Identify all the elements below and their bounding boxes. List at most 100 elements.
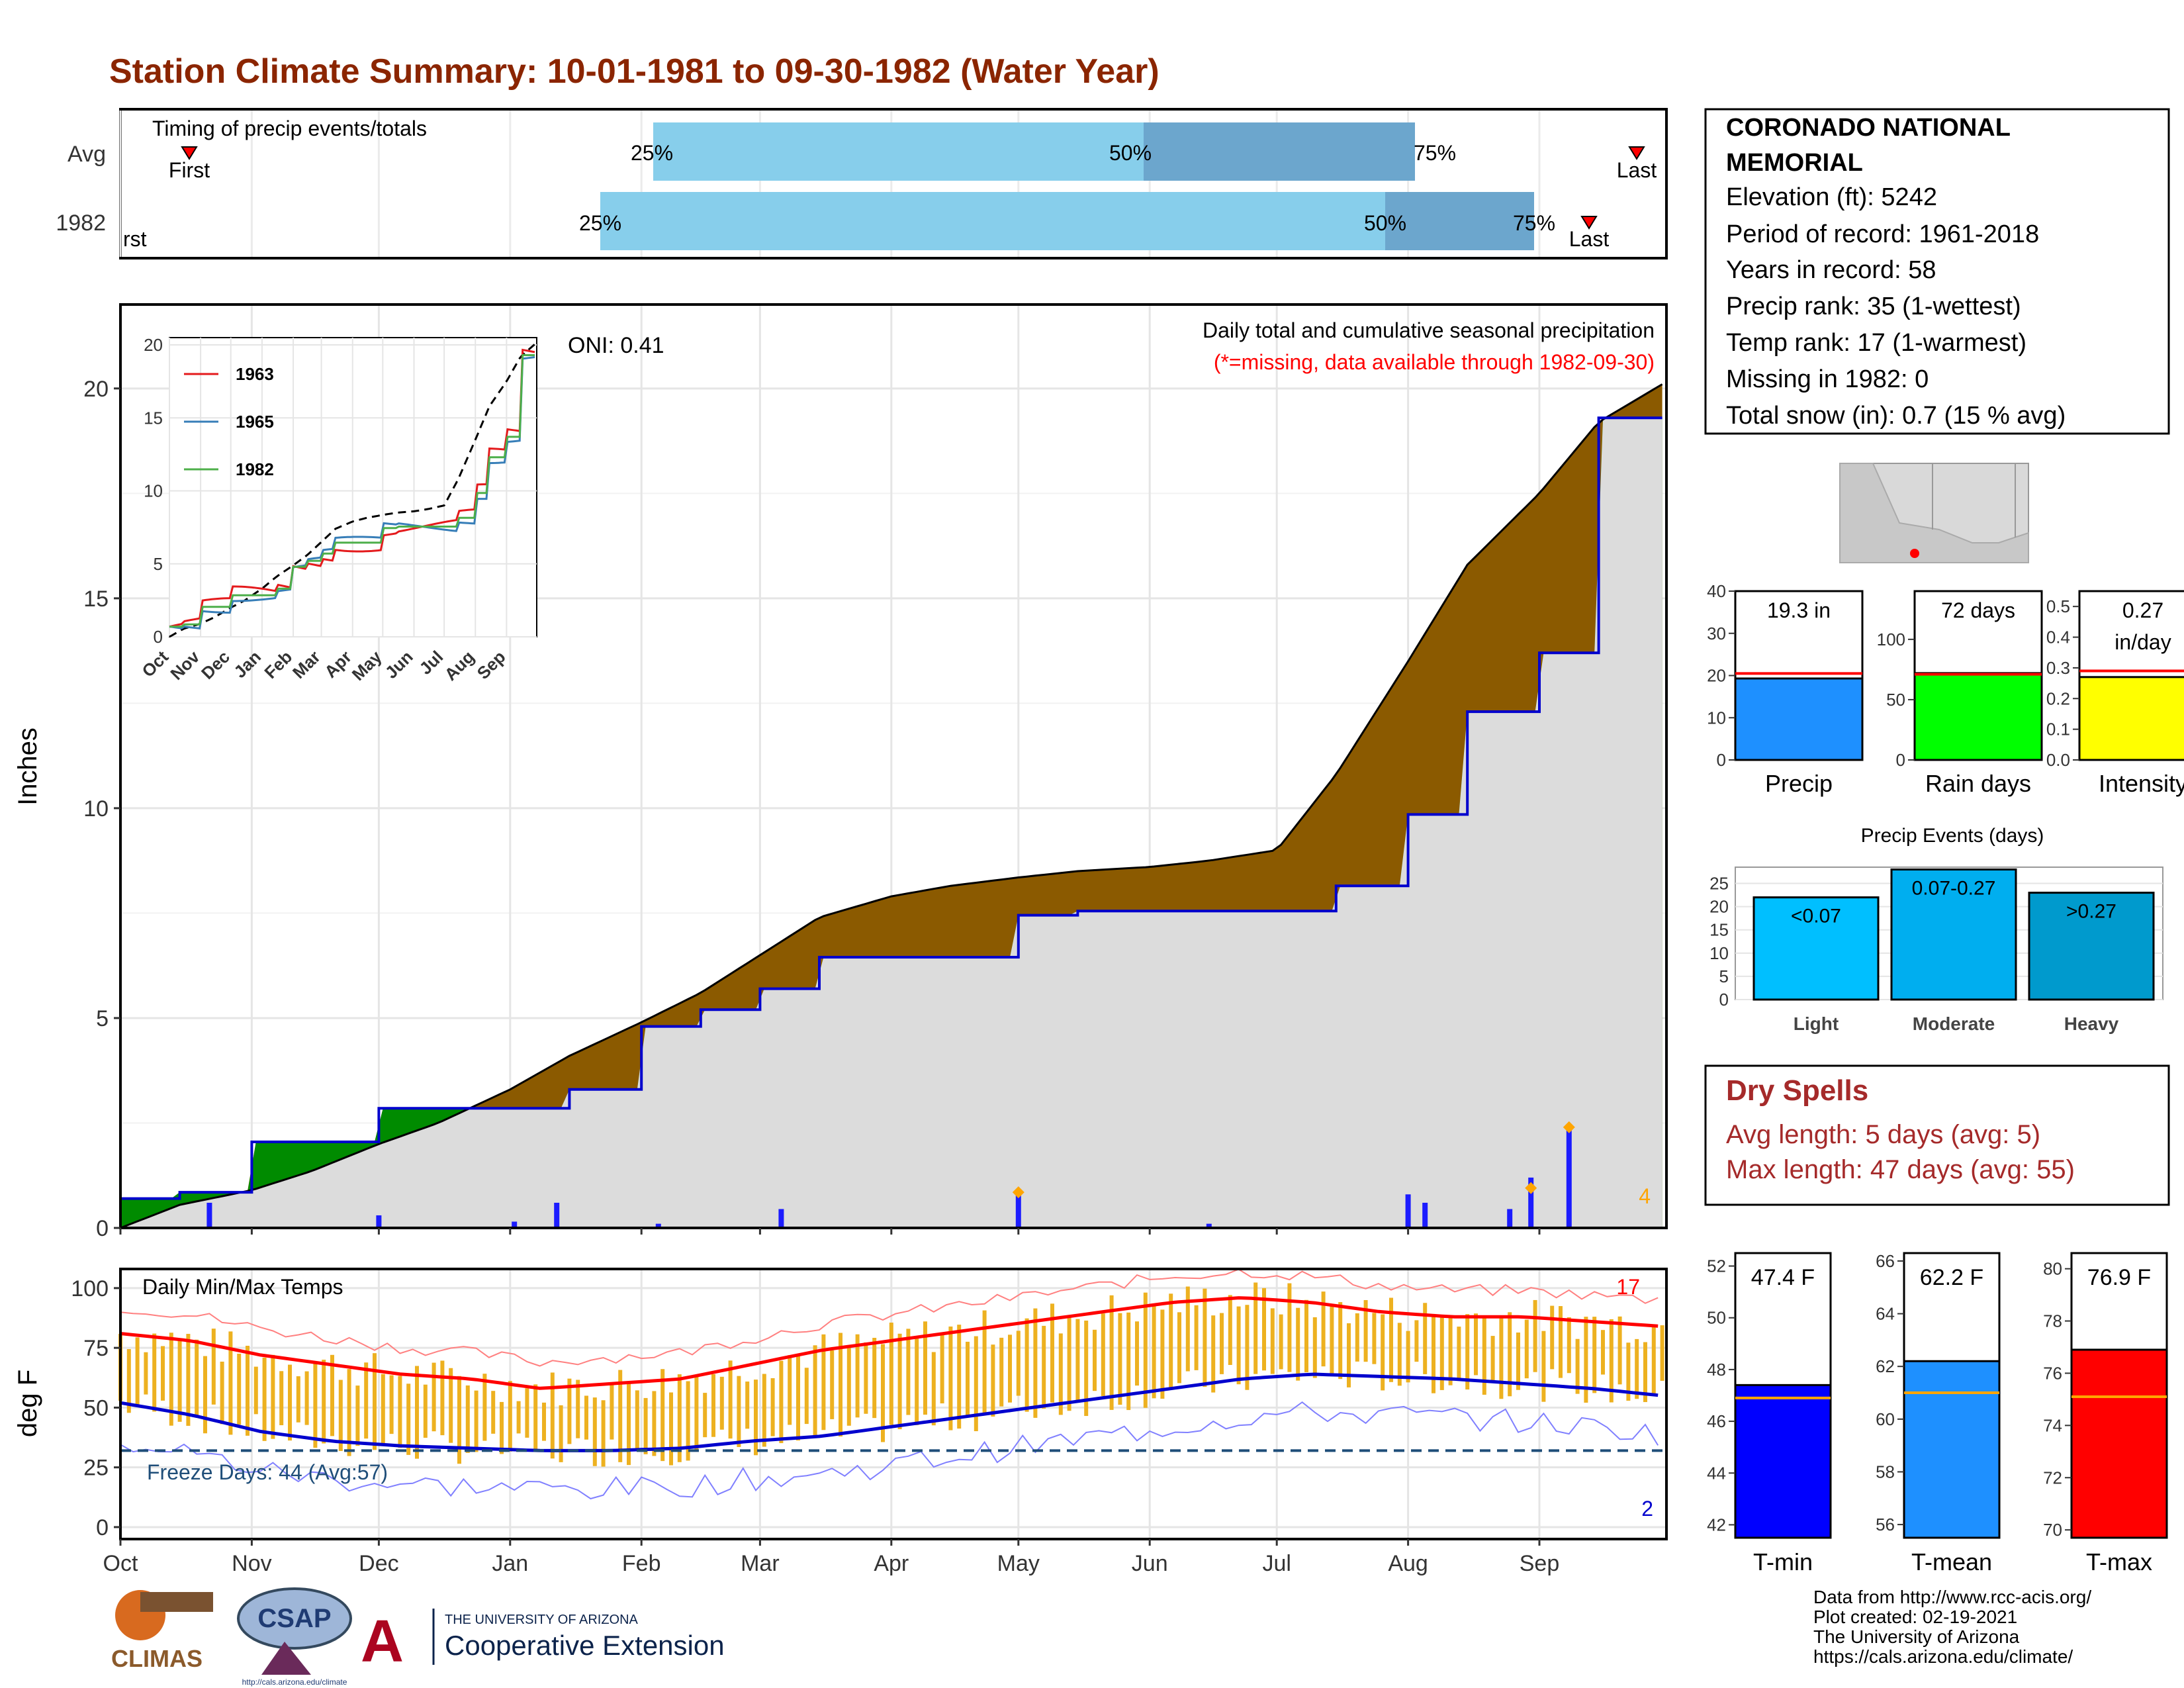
daily-temp-bar [1169,1293,1173,1389]
daily-temp-bar [1524,1319,1529,1379]
temp-summary-label: T-mean [1911,1548,1992,1575]
inset-legend-label: 1982 [236,459,274,479]
daily-temp-bar [940,1335,944,1404]
daily-temp-bar [1439,1317,1444,1390]
events-bar-label: Heavy [2064,1013,2119,1034]
events-bar [1890,868,2017,1001]
inset-legend: 1963 1965 1982 [184,364,274,479]
inset-grid [169,338,537,637]
daily-temp-bar [1338,1302,1343,1380]
dry-spells-box: Dry Spells Avg length: 5 days (avg: 5) M… [1704,1064,2170,1206]
daily-temp-bar [1135,1321,1139,1386]
daily-temp-bar [1033,1308,1038,1418]
daily-temp-bar [1397,1323,1402,1386]
daily-temp-bar [703,1393,707,1438]
daily-temp-bar [627,1382,631,1466]
daily-temp-bar [813,1345,817,1437]
summary-bar-value: 0.27 [2122,598,2163,622]
station-name-line1: CORONADO NATIONAL [1726,114,2011,142]
daily-temp-bar [1058,1333,1063,1415]
temp-summary-bars: 47.4 F 42 44 46 48 50 52 T-min 62.2 F 56 58 60 62 64 6… [1707,1251,2168,1575]
month-tick-label: Sep [1520,1551,1560,1576]
events-tick-label: 25 [1709,874,1729,894]
temp-summary-tick-label: 78 [2043,1311,2062,1331]
precip-y-tick-label: 15 [83,586,109,612]
footer-line1: Data from http://www.rcc-acis.org/ [1813,1587,2091,1607]
inset-y-tick-label: 5 [154,554,163,574]
timing-1982-last: Last [1569,227,1610,251]
daily-temp-bar [1575,1338,1580,1394]
daily-precip-bar [1015,1192,1021,1228]
temp-summary-tick-label: 72 [2043,1468,2062,1487]
daily-temp-bar [601,1400,606,1467]
temp-y-label: deg F [13,1370,42,1437]
events-body: 0 5 10 15 20 25 <0.07 Light 0.07-0.27 Moderate >0.… [1709,867,2163,1034]
precip-frame [119,303,1668,1229]
month-tick-label: Dec [359,1551,398,1576]
daily-temp-bar [482,1374,487,1441]
temp-summary-tick-label: 64 [1876,1304,1895,1324]
station-elevation: Elevation (ft): 5242 [1726,183,1937,211]
oni-label: ONI: 0.41 [568,333,664,358]
daily-temp-bar [635,1390,639,1450]
station-years: Years in record: 58 [1726,256,1936,284]
timing-row-1982: 1982 [56,211,106,236]
daily-temp-bar [1220,1313,1224,1374]
temp-y-tick-label: 50 [83,1395,109,1421]
inset-y-tick-label: 20 [144,335,163,355]
daily-temp-bar [465,1385,470,1453]
daily-temp-bar [1194,1305,1199,1370]
daily-temp-bar [271,1354,275,1439]
daily-temp-bar [246,1346,250,1436]
precip-y-tick-label: 20 [83,377,109,402]
daily-temp-bar [1024,1318,1029,1412]
temp-summary-tick-label: 80 [2043,1259,2062,1279]
precip-areas [120,383,1663,1229]
precip-y-tick-label: 5 [96,1006,109,1031]
temp-y-tick-label: 75 [83,1336,109,1361]
inset-y-tick-label: 15 [144,408,163,428]
timing-bars: 25% 50% 75% First Last 25% 50% 75% rst Last [123,122,1657,251]
daily-temp-bar [186,1334,191,1426]
summary-bar-tick-label: 0.2 [2046,688,2070,708]
daily-temp-bar [1347,1323,1351,1387]
daily-temp-bar [1389,1297,1393,1382]
daily-temp-bar [1296,1307,1300,1381]
daily-temp-bar [610,1382,614,1440]
temp-summary-tick-label: 74 [2043,1415,2062,1435]
daily-temp-bar [1228,1295,1232,1365]
tmin-record-line [120,1401,1659,1500]
daily-temp-bar [559,1405,563,1462]
dry-spells-max: Max length: 47 days (avg: 55) [1726,1155,2075,1184]
daily-temp-bar [457,1376,461,1464]
temp-daily-bars [118,1282,1664,1467]
daily-temp-bar [1211,1315,1216,1393]
daily-temp-bar [1559,1306,1563,1378]
daily-temp-bar [948,1326,953,1430]
events-bar [1752,896,1880,1001]
map-region [1839,463,2029,563]
daily-temp-bar [1381,1314,1385,1391]
heavy-precip-marker [1563,1121,1575,1133]
temp-y-tick-label: 100 [71,1276,109,1301]
daily-temp-bar [1008,1335,1012,1403]
daily-precip-bar [1566,1127,1572,1228]
daily-temp-bar [1609,1319,1614,1403]
daily-temp-bar [195,1339,199,1417]
hot-days-count: 17 [1616,1275,1640,1299]
temp-summary-tick-label: 48 [1707,1360,1726,1380]
precip-daily-bars [206,1121,1575,1228]
temp-summary-tick-label: 46 [1707,1411,1726,1431]
daily-precip-bar [1422,1202,1428,1228]
temp-summary-tick-label: 70 [2043,1520,2062,1540]
daily-temp-bar [525,1388,529,1438]
daily-temp-bar [1321,1291,1326,1367]
daily-precip-bar [655,1223,661,1228]
daily-temp-bar [855,1334,860,1418]
temp-summary-tick-label: 66 [1876,1251,1895,1271]
csap-logo-mountain [261,1642,311,1675]
freeze-days-label: Freeze Days: 44 (Avg:57) [147,1460,388,1484]
daily-temp-bar [660,1369,665,1462]
daily-temp-bar [686,1381,690,1461]
climas-logo: CLIMAS [111,1590,213,1672]
